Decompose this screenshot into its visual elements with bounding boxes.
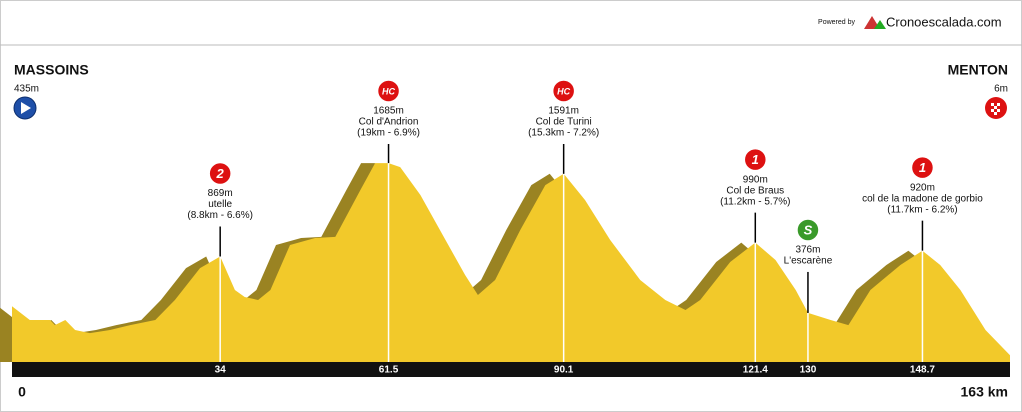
climb-detail: (11.2km - 5.7%) (720, 196, 790, 207)
category-icon (208, 161, 232, 186)
climb-name: col de la madone de gorbio (862, 193, 983, 204)
category-icon (376, 79, 401, 103)
x-tick-label: 163 km (961, 384, 1008, 400)
category-icon (910, 155, 935, 180)
climb-detail: (15.3km - 7.2%) (528, 128, 599, 139)
category-icon (796, 218, 820, 242)
category: 1 (919, 160, 926, 175)
climb-name: Col d'Andrion (359, 117, 419, 128)
brand: Cronoescalada.com (886, 14, 1002, 29)
km-label: 148.7 (910, 365, 935, 376)
category: HC (557, 86, 570, 96)
category: S (804, 222, 813, 237)
km-label: 121.4 (743, 365, 768, 376)
x-tick-label: 0 (18, 384, 26, 400)
climb-detail: (19km - 6.9%) (357, 128, 420, 139)
finish-name: MENTON (948, 62, 1008, 78)
climb-altitude: 1685m (373, 106, 404, 117)
finish-altitude: 6m (994, 84, 1008, 95)
climb-altitude: 1591m (548, 106, 579, 117)
category: 1 (752, 152, 759, 167)
climb-name: L'escarène (784, 256, 833, 267)
brand-logo (864, 16, 886, 29)
baseline-bar (12, 362, 1010, 377)
climb-altitude: 376m (795, 245, 820, 256)
finish-icon (985, 97, 1007, 119)
profile (12, 163, 1010, 362)
climb-name: utelle (208, 199, 232, 210)
km-label: 90.1 (554, 365, 574, 376)
km-label: 61.5 (379, 365, 399, 376)
climb-detail: (8.8km - 6.6%) (187, 210, 253, 221)
climb-altitude: 920m (910, 182, 935, 193)
category-icon (743, 147, 768, 172)
category: HC (382, 86, 395, 96)
category-icon (551, 79, 576, 103)
start-name: MASSOINS (14, 62, 89, 78)
climb-detail: (11.7km - 6.2%) (887, 204, 957, 215)
km-label: 130 (800, 365, 817, 376)
powered-by: Powered by (818, 19, 855, 26)
start-altitude: 435m (14, 84, 39, 95)
climb-name: Col de Turini (536, 117, 592, 128)
climb-altitude: 869m (208, 188, 233, 199)
category: 2 (216, 166, 225, 181)
start-icon (13, 96, 37, 120)
km-label: 34 (215, 365, 227, 376)
climb-name: Col de Braus (726, 185, 784, 196)
climb-altitude: 990m (743, 174, 768, 185)
